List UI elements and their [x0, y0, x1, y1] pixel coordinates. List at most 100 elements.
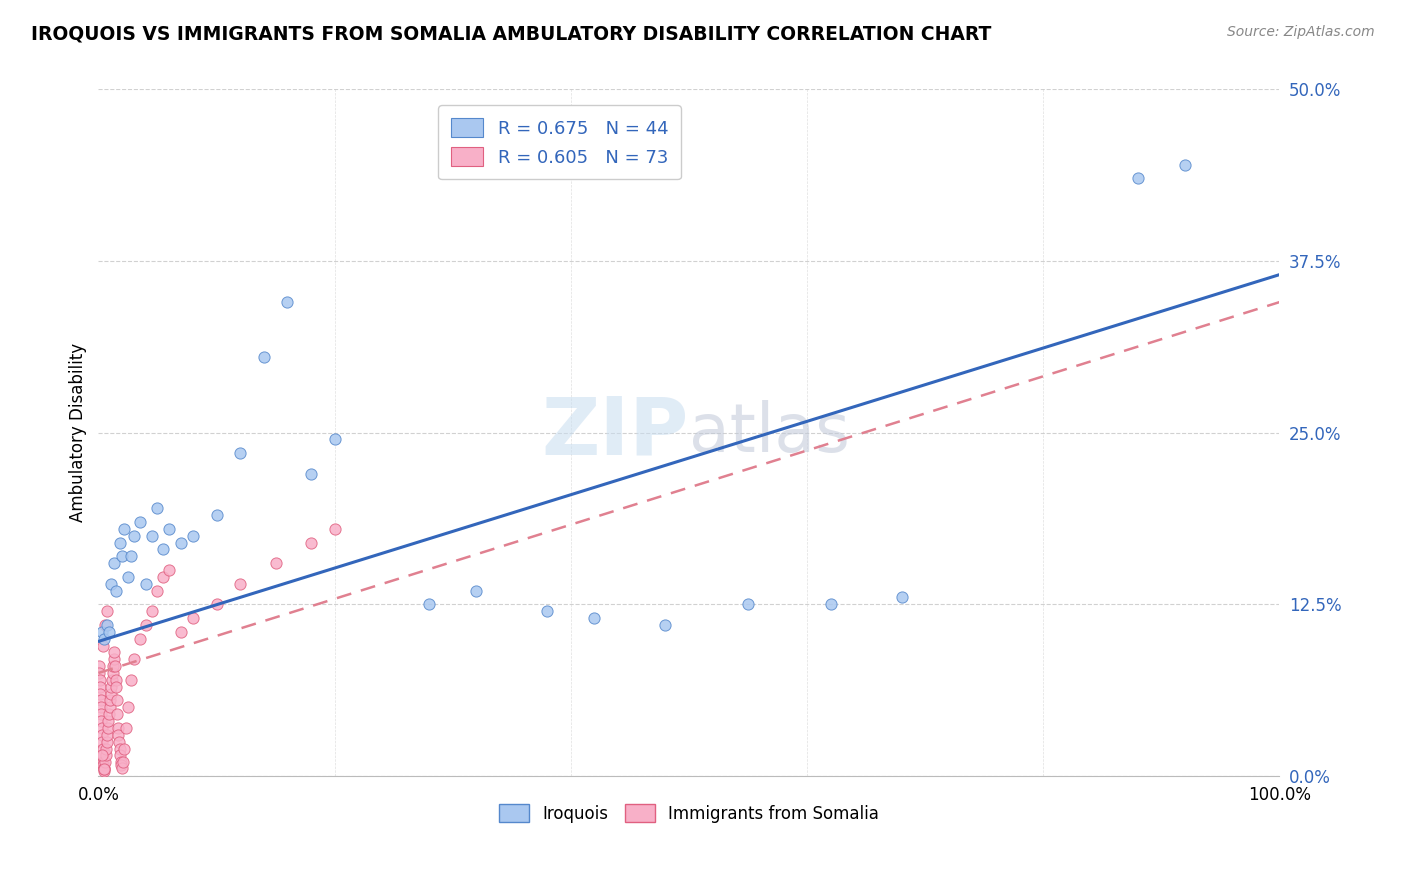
Point	[536, 604, 558, 618]
Point	[122, 528, 145, 542]
Point	[105, 693, 128, 707]
Point	[87, 659, 110, 673]
Point	[181, 528, 204, 542]
Point	[89, 680, 111, 694]
Point	[141, 604, 163, 618]
Point	[108, 535, 131, 549]
Point	[654, 618, 676, 632]
Point	[107, 721, 129, 735]
Point	[135, 618, 157, 632]
Point	[110, 748, 132, 763]
Point	[128, 632, 150, 646]
Point	[170, 624, 193, 639]
Point	[276, 295, 298, 310]
Point	[100, 680, 122, 694]
Point	[91, 735, 114, 749]
Point	[91, 741, 114, 756]
Point	[253, 350, 276, 364]
Point	[205, 508, 228, 522]
Text: ZIP: ZIP	[541, 393, 689, 472]
Point	[108, 741, 131, 756]
Point	[91, 748, 114, 763]
Point	[141, 528, 163, 542]
Point	[93, 758, 115, 772]
Point	[101, 673, 124, 687]
Point	[170, 535, 193, 549]
Point	[101, 665, 124, 680]
Y-axis label: Ambulatory Disability: Ambulatory Disability	[69, 343, 87, 522]
Point	[229, 576, 252, 591]
Point	[94, 748, 117, 763]
Point	[96, 604, 118, 618]
Point	[121, 673, 143, 687]
Point	[323, 522, 346, 536]
Point	[93, 762, 115, 776]
Point	[90, 693, 112, 707]
Point	[157, 522, 180, 536]
Point	[418, 598, 440, 612]
Point	[93, 761, 115, 775]
Point	[91, 639, 114, 653]
Point	[205, 598, 228, 612]
Point	[96, 728, 118, 742]
Point	[152, 570, 174, 584]
Point	[110, 756, 132, 770]
Point	[107, 728, 129, 742]
Point	[90, 721, 112, 735]
Point	[93, 762, 115, 776]
Point	[299, 467, 322, 481]
Point	[94, 618, 117, 632]
Point	[121, 549, 143, 564]
Point	[90, 700, 112, 714]
Text: atlas: atlas	[689, 400, 849, 466]
Point	[98, 707, 121, 722]
Point	[583, 611, 606, 625]
Point	[111, 549, 134, 564]
Point	[146, 501, 169, 516]
Point	[111, 761, 134, 775]
Text: Source: ZipAtlas.com: Source: ZipAtlas.com	[1227, 25, 1375, 39]
Point	[465, 583, 488, 598]
Point	[1174, 158, 1197, 172]
Point	[93, 632, 115, 646]
Point	[90, 707, 112, 722]
Point	[97, 714, 120, 728]
Text: IROQUOIS VS IMMIGRANTS FROM SOMALIA AMBULATORY DISABILITY CORRELATION CHART: IROQUOIS VS IMMIGRANTS FROM SOMALIA AMBU…	[31, 25, 991, 44]
Point	[112, 522, 135, 536]
Point	[104, 659, 127, 673]
Point	[91, 624, 114, 639]
Point	[103, 556, 125, 570]
Point	[96, 618, 118, 632]
Point	[89, 665, 111, 680]
Point	[117, 700, 139, 714]
Point	[98, 693, 121, 707]
Point	[90, 714, 112, 728]
Point	[91, 748, 114, 763]
Point	[96, 735, 118, 749]
Legend: Iroquois, Immigrants from Somalia: Iroquois, Immigrants from Somalia	[492, 797, 886, 830]
Point	[105, 680, 128, 694]
Point	[91, 728, 114, 742]
Point	[94, 741, 117, 756]
Point	[323, 433, 346, 447]
Point	[112, 756, 135, 770]
Point	[181, 611, 204, 625]
Point	[89, 673, 111, 687]
Point	[104, 673, 127, 687]
Point	[108, 735, 131, 749]
Point	[98, 624, 121, 639]
Point	[112, 741, 135, 756]
Point	[128, 515, 150, 529]
Point	[152, 542, 174, 557]
Point	[229, 446, 252, 460]
Point	[1126, 171, 1149, 186]
Point	[135, 576, 157, 591]
Point	[122, 652, 145, 666]
Point	[103, 659, 125, 673]
Point	[157, 563, 180, 577]
Point	[105, 583, 128, 598]
Point	[103, 645, 125, 659]
Point	[110, 758, 132, 772]
Point	[299, 535, 322, 549]
Point	[100, 576, 122, 591]
